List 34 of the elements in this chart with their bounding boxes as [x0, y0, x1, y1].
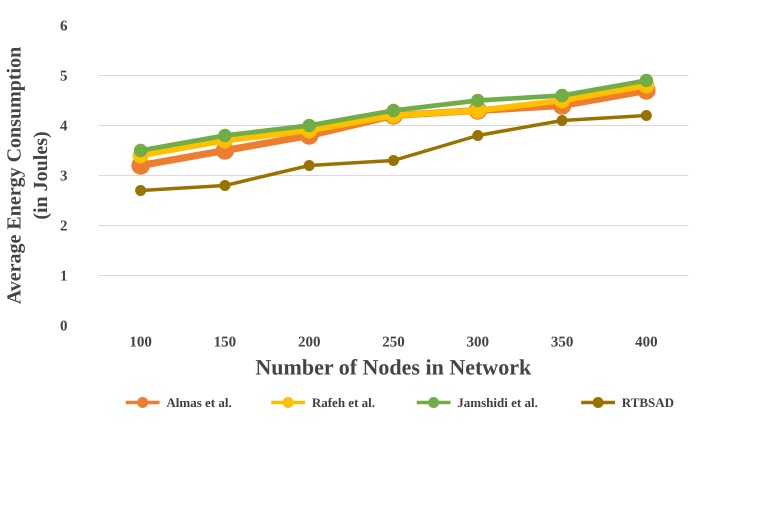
x-tick-label: 150: [214, 334, 236, 350]
x-tick-label: 400: [635, 334, 658, 350]
x-tick-label: 300: [466, 334, 490, 350]
x-axis-title: Number of Nodes in Network: [255, 354, 532, 380]
point: [304, 160, 315, 171]
point: [386, 104, 400, 118]
point: [471, 94, 485, 108]
point: [555, 88, 569, 102]
y-tick-label: 5: [60, 68, 68, 84]
point: [640, 110, 652, 121]
y-tick-label: 1: [60, 268, 68, 284]
x-tick-label: 100: [129, 334, 152, 350]
point: [556, 115, 568, 126]
legend-label: Almas et al.: [166, 395, 232, 410]
point: [640, 74, 654, 88]
y-axis-title: Average Energy Consumption (in Joules): [4, 46, 52, 304]
x-tick-label: 200: [298, 334, 320, 350]
y-tick-label: 3: [60, 168, 68, 184]
legend-label: Jamshidi et al.: [457, 395, 538, 410]
point: [134, 144, 148, 158]
y-tick-label: 0: [60, 318, 68, 334]
y-tick-label: 4: [60, 118, 68, 134]
point: [302, 118, 316, 132]
legend-label: Rafeh et al.: [312, 395, 376, 410]
y-tick-label: 2: [60, 218, 68, 234]
x-tick-label: 350: [550, 334, 574, 350]
y-tick-label: 6: [60, 18, 68, 34]
x-tick-label: 250: [382, 334, 405, 350]
point: [472, 130, 484, 141]
point: [219, 180, 230, 191]
point: [218, 128, 232, 142]
legend-label: RTBSAD: [622, 395, 674, 410]
point: [135, 185, 146, 196]
point: [388, 155, 399, 166]
